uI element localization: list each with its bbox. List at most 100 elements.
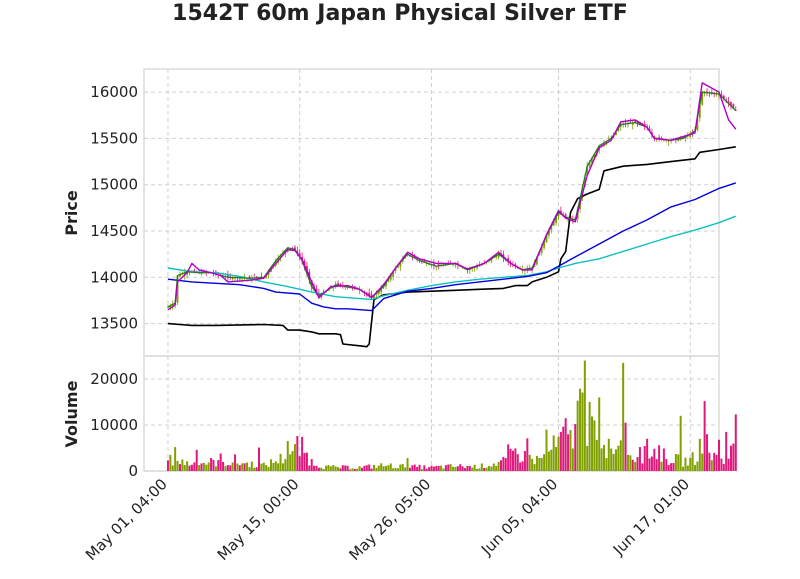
volume-bar: [706, 434, 709, 471]
volume-bar: [528, 454, 531, 471]
volume-bar: [315, 465, 318, 471]
volume-bar: [440, 465, 443, 471]
x-tick-labels: May 01, 04:00 May 15, 00:00 May 26, 05:00 J…: [82, 475, 693, 564]
ma-black-line: [167, 146, 736, 348]
volume-bar: [447, 464, 450, 471]
candle-body: [696, 118, 699, 131]
volume-bar: [540, 458, 543, 471]
volume-bar: [667, 464, 670, 471]
volume-bar: [499, 460, 502, 471]
ma-fast-line: [167, 82, 737, 311]
candle-body: [677, 139, 680, 142]
volume-bar: [535, 455, 538, 471]
candle-body: [294, 247, 296, 250]
candle-body: [495, 255, 498, 258]
volume-bar: [464, 468, 467, 471]
candle-body: [591, 158, 593, 164]
volume-bar: [672, 463, 675, 471]
volume-bar: [279, 453, 282, 471]
volume-bar: [682, 466, 685, 471]
volume-bar: [334, 466, 337, 471]
volume-bar: [502, 456, 505, 471]
volume-bar: [435, 465, 438, 471]
volume-bar: [574, 424, 577, 471]
volume-bar: [310, 459, 313, 471]
candle-body: [514, 264, 517, 267]
x-tick-label: May 26, 05:00: [345, 475, 434, 564]
volume-bar: [459, 464, 462, 471]
volume-bar: [490, 466, 493, 471]
volume-bar: [265, 465, 268, 471]
volume-bar: [631, 459, 634, 471]
volume-bar: [325, 465, 328, 471]
volume-bar: [169, 454, 172, 471]
volume-bar: [507, 444, 510, 471]
volume-bar: [394, 467, 397, 471]
volume-bar: [648, 458, 651, 471]
volume-bar: [547, 451, 550, 471]
candle-body: [658, 137, 661, 139]
candle-body: [588, 162, 591, 167]
volume-bar: [531, 458, 534, 471]
candle-body: [701, 92, 704, 105]
volume-bar: [217, 460, 220, 471]
candle-body: [545, 235, 548, 243]
volume-bar: [384, 466, 387, 471]
volume-bar: [456, 466, 459, 471]
volume-bar: [361, 467, 364, 471]
volume-bar: [341, 465, 344, 471]
volume-bar: [478, 468, 481, 471]
volume-bar: [234, 454, 237, 471]
volume-bar: [595, 439, 598, 471]
chart-title: 1542T 60m Japan Physical Silver ETF: [172, 1, 628, 26]
volume-y-tick-label: 20000: [90, 370, 138, 388]
volume-bar: [198, 465, 201, 471]
volume-bar: [377, 465, 380, 471]
volume-bar: [689, 457, 692, 471]
volume-bar: [720, 458, 723, 471]
volume-bar: [444, 465, 447, 471]
volume-bar: [567, 434, 570, 471]
volume-bar: [408, 467, 411, 471]
volume-bar: [461, 466, 464, 471]
volume-bar: [308, 465, 311, 471]
volume-bar: [488, 465, 490, 471]
volume-bar: [181, 459, 184, 471]
volume-y-tick-label: 10000: [90, 416, 138, 434]
candle-body: [722, 95, 725, 99]
volume-bar: [255, 467, 258, 471]
candle-body: [617, 128, 620, 131]
volume-bar: [634, 462, 637, 471]
candle-body: [248, 276, 251, 279]
volume-bar: [368, 464, 371, 471]
volume-bar: [701, 453, 704, 471]
volume-bar: [246, 462, 249, 471]
volume-bar: [605, 458, 608, 471]
candle-body: [550, 226, 553, 230]
volume-bar: [497, 461, 500, 471]
volume-bar: [248, 467, 251, 471]
volume-bar: [722, 463, 725, 471]
volume-bar: [581, 392, 584, 471]
candle-body: [413, 256, 416, 259]
volume-bar: [305, 452, 308, 471]
volume-bar: [732, 443, 735, 471]
candle-body: [200, 272, 203, 275]
volume-bar: [660, 461, 663, 471]
candle-body: [385, 282, 387, 287]
volume-bar: [243, 463, 246, 471]
volume-bar: [298, 456, 301, 471]
volume-bar: [401, 464, 404, 471]
volume-bar: [238, 465, 241, 471]
volume-bar: [353, 468, 356, 471]
volume-bar: [327, 465, 330, 471]
volume-bar: [710, 460, 713, 471]
candle-body: [490, 258, 493, 262]
volume-bar: [413, 464, 416, 471]
volume-bar: [423, 465, 426, 471]
candle-body: [339, 283, 342, 286]
candle-body: [296, 250, 299, 254]
candle-body: [615, 131, 617, 136]
volume-bar: [691, 452, 694, 471]
volume-bar: [171, 465, 174, 471]
